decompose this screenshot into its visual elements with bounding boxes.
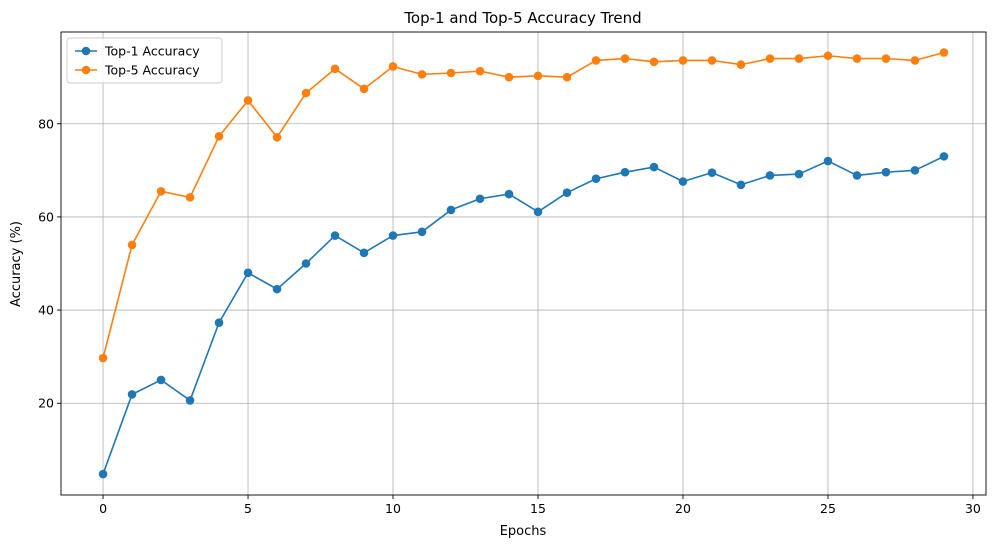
x-tick-label: 25 xyxy=(820,501,836,516)
x-tick-label: 20 xyxy=(675,501,691,516)
x-tick-label: 5 xyxy=(244,501,252,516)
data-point xyxy=(591,174,601,184)
legend-label: Top-5 Accuracy xyxy=(104,63,200,78)
data-point xyxy=(446,205,456,215)
data-point xyxy=(446,68,456,78)
data-point xyxy=(910,56,920,65)
data-point xyxy=(504,72,514,82)
data-point xyxy=(939,48,949,57)
data-point xyxy=(359,248,369,258)
data-point xyxy=(939,152,949,161)
data-point xyxy=(823,156,833,166)
data-point xyxy=(707,56,717,65)
data-point xyxy=(330,231,340,240)
plot-frame xyxy=(60,31,987,496)
data-point xyxy=(301,88,311,98)
data-point xyxy=(98,353,108,363)
data-point xyxy=(388,62,398,71)
x-tick-label: 30 xyxy=(965,501,981,516)
data-point xyxy=(243,268,253,278)
data-point xyxy=(562,188,572,197)
series-top-5 xyxy=(98,48,949,363)
data-point xyxy=(330,64,340,74)
legend-item: Top-5 Accuracy xyxy=(75,63,200,78)
legend-item: Top-1 Accuracy xyxy=(75,44,200,59)
data-point xyxy=(243,96,253,105)
data-point xyxy=(736,60,746,69)
data-point xyxy=(301,259,311,268)
data-point xyxy=(185,396,195,405)
data-point xyxy=(794,54,804,63)
legend-marker xyxy=(81,65,91,75)
x-tick-label: 0 xyxy=(99,501,107,516)
data-point xyxy=(620,54,630,63)
data-point xyxy=(475,194,485,204)
data-point xyxy=(765,171,775,180)
x-tick-label: 10 xyxy=(385,501,401,516)
data-point xyxy=(417,70,427,79)
data-point xyxy=(156,375,166,385)
data-point xyxy=(185,193,195,202)
data-point xyxy=(794,169,804,179)
data-point xyxy=(881,167,891,177)
data-point xyxy=(214,132,224,141)
series-top-1 xyxy=(98,152,949,479)
legend: Top-1 Accuracy Top-5 Accuracy xyxy=(66,37,223,84)
data-point xyxy=(707,168,717,177)
data-point xyxy=(156,187,166,196)
y-tick-label: 40 xyxy=(38,303,54,318)
data-point xyxy=(852,171,862,180)
series-line xyxy=(102,51,945,359)
data-point xyxy=(881,54,891,63)
data-point xyxy=(562,72,572,82)
y-tick-label: 20 xyxy=(38,396,54,411)
data-point xyxy=(591,56,601,65)
data-point xyxy=(678,177,688,186)
x-tick-label: 15 xyxy=(530,501,546,516)
legend-label: Top-1 Accuracy xyxy=(104,44,200,59)
data-point xyxy=(388,231,398,240)
y-tick-label: 80 xyxy=(38,116,54,131)
y-axis-label: Accuracy (%) xyxy=(9,221,24,307)
axis-ticks: 0 5 10 15 20 25 30 20 40 60 80 xyxy=(38,116,981,516)
data-point xyxy=(910,166,920,175)
data-point xyxy=(504,189,514,199)
series-line xyxy=(102,155,945,475)
data-point xyxy=(678,56,688,65)
data-point xyxy=(823,51,833,61)
data-point xyxy=(214,318,224,327)
series-layer xyxy=(98,48,949,479)
data-point xyxy=(533,207,543,217)
data-point xyxy=(272,284,282,294)
x-axis-label: Epochs xyxy=(500,524,547,539)
y-tick-label: 60 xyxy=(38,209,54,224)
data-point xyxy=(620,167,630,177)
data-point xyxy=(98,469,108,479)
data-point xyxy=(649,57,659,67)
legend-box xyxy=(66,37,223,84)
data-point xyxy=(127,240,137,250)
data-point xyxy=(736,180,746,190)
data-point xyxy=(359,84,369,94)
grid-lines xyxy=(61,32,986,495)
data-point xyxy=(649,162,659,172)
data-point xyxy=(417,227,427,237)
data-point xyxy=(272,132,282,142)
data-point xyxy=(127,390,137,399)
data-point xyxy=(852,54,862,63)
data-point xyxy=(475,66,485,76)
data-point xyxy=(533,71,543,81)
legend-marker xyxy=(81,46,91,56)
chart-title: Top-1 and Top-5 Accuracy Trend xyxy=(403,9,641,27)
data-point xyxy=(765,54,775,63)
